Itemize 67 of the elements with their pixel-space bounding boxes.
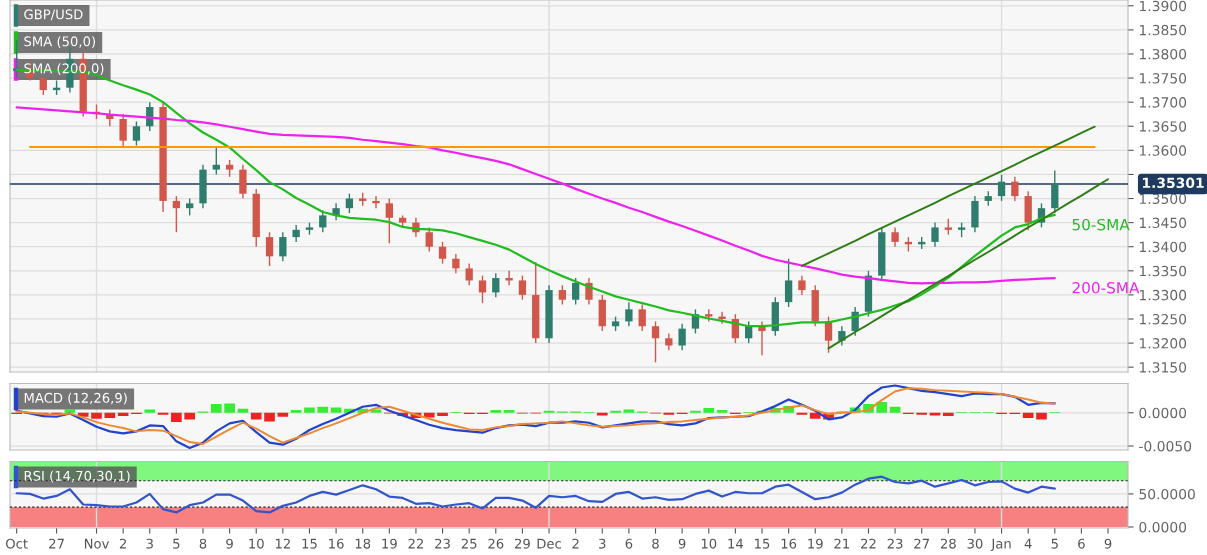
y-tick-label: 1.3250 xyxy=(1139,313,1187,325)
x-tick-label: Nov xyxy=(84,538,109,549)
legend-label: SMA (50,0) xyxy=(24,36,95,48)
x-tick-label: 16 xyxy=(329,538,344,549)
x-tick-label: 2 xyxy=(119,538,127,549)
y-tick-label: 1.3400 xyxy=(1139,241,1187,253)
x-tick-label: 6 xyxy=(1078,538,1085,549)
x-tick-label: 5 xyxy=(173,538,180,549)
x-tick-label: 27 xyxy=(914,538,929,549)
x-tick-label: 27 xyxy=(49,538,64,549)
y-tick-label: 0.0000 xyxy=(1139,407,1187,419)
ref-line-label: 1.35301 xyxy=(1142,177,1204,189)
x-tick-label: 29 xyxy=(514,538,530,549)
y-tick-label: 1.3900 xyxy=(1139,0,1187,12)
legend-label: RSI (14,70,30,1) xyxy=(24,470,130,483)
x-tick-label: 10 xyxy=(701,538,717,549)
y-tick-label: 1.3500 xyxy=(1139,193,1187,204)
x-tick-label: 8 xyxy=(652,538,659,549)
y-tick-label: 1.3300 xyxy=(1139,289,1187,301)
x-tick-label: 19 xyxy=(808,538,823,549)
x-tick-label: 21 xyxy=(834,538,850,549)
x-tick-label: 28 xyxy=(940,538,956,549)
x-tick-label: 16 xyxy=(781,538,797,549)
x-tick-label: 9 xyxy=(226,538,233,549)
x-tick-label: 19 xyxy=(382,538,397,549)
x-tick-label: 23 xyxy=(435,538,450,549)
x-tick-label: 26 xyxy=(488,538,504,549)
y-tick-label: 1.3350 xyxy=(1139,265,1187,277)
y-tick-label: 0.0000 xyxy=(1139,521,1187,533)
x-tick-label: 4 xyxy=(1024,538,1032,549)
annotation: 50-SMA xyxy=(1072,218,1130,231)
x-tick-label: 9 xyxy=(1104,538,1112,549)
y-tick-label: 1.3800 xyxy=(1139,48,1187,60)
x-tick-label: 6 xyxy=(625,538,633,549)
x-tick-label: 22 xyxy=(861,538,876,549)
y-tick-label: 1.3150 xyxy=(1139,362,1187,373)
x-tick-label: 23 xyxy=(887,538,903,549)
x-tick-label: Oct xyxy=(5,538,28,549)
y-tick-label: 1.3200 xyxy=(1139,338,1187,349)
y-tick-label: 50.0000 xyxy=(1139,488,1195,500)
legend-label: GBP/USD xyxy=(24,9,83,21)
y-tick-label: 1.3650 xyxy=(1139,121,1187,132)
x-tick-label: 3 xyxy=(146,538,153,549)
x-tick-label: 18 xyxy=(355,538,371,549)
x-tick-label: Jan xyxy=(990,538,1011,552)
x-tick-label: 3 xyxy=(599,538,606,549)
y-tick-label: -0.0050 xyxy=(1139,440,1192,452)
x-tick-label: 2 xyxy=(572,538,579,549)
legend-label: MACD (12,26,9) xyxy=(24,392,127,405)
x-tick-label: 8 xyxy=(199,538,207,549)
x-tick-label: 10 xyxy=(249,538,264,549)
x-tick-label: Dec xyxy=(537,538,561,549)
y-tick-label: 1.3600 xyxy=(1139,145,1187,156)
x-tick-label: 30 xyxy=(967,538,983,549)
x-tick-label: 9 xyxy=(678,538,686,549)
x-tick-label: 22 xyxy=(408,538,424,549)
y-tick-label: 1.3850 xyxy=(1139,24,1187,36)
annotation: 200-SMA xyxy=(1072,282,1140,294)
x-tick-label: 15 xyxy=(302,538,317,549)
y-tick-label: 1.3700 xyxy=(1139,97,1187,108)
x-tick-label: 15 xyxy=(755,538,770,549)
x-tick-label: 12 xyxy=(275,538,290,549)
y-tick-label: 1.3750 xyxy=(1139,73,1187,84)
x-tick-label: 25 xyxy=(461,538,477,549)
y-tick-label: 1.3450 xyxy=(1139,217,1187,229)
x-tick-label: 5 xyxy=(1051,538,1058,549)
x-tick-label: 14 xyxy=(728,538,744,549)
